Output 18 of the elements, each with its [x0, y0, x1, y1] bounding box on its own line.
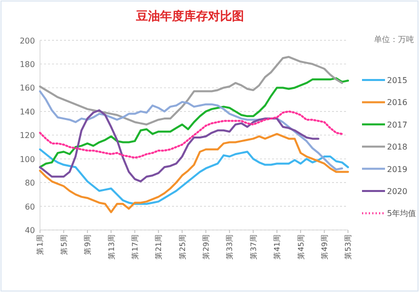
legend-label: 2017 — [387, 120, 408, 130]
y-tick-label: 160 — [20, 84, 35, 93]
y-tick-label: 200 — [20, 36, 35, 46]
y-tick-label: 180 — [20, 60, 35, 70]
y-tick-label: 40 — [24, 226, 35, 235]
y-tick-label: 140 — [20, 107, 35, 116]
legend-label: 2019 — [387, 164, 408, 174]
legend-label: 2018 — [387, 142, 408, 152]
legend-label: 2015 — [387, 76, 408, 85]
y-tick-label: 60 — [24, 202, 35, 212]
y-tick-label: 100 — [20, 154, 35, 164]
y-tick-label: 120 — [20, 131, 35, 140]
y-tick-label: 80 — [24, 178, 35, 188]
legend-label: 5年均值 — [387, 209, 416, 218]
text: 单位：万吨 — [374, 35, 414, 44]
chart-title: 豆油年度库存对比图 — [135, 9, 244, 23]
legend-label: 2020 — [387, 187, 408, 196]
legend-label: 2016 — [387, 98, 408, 108]
